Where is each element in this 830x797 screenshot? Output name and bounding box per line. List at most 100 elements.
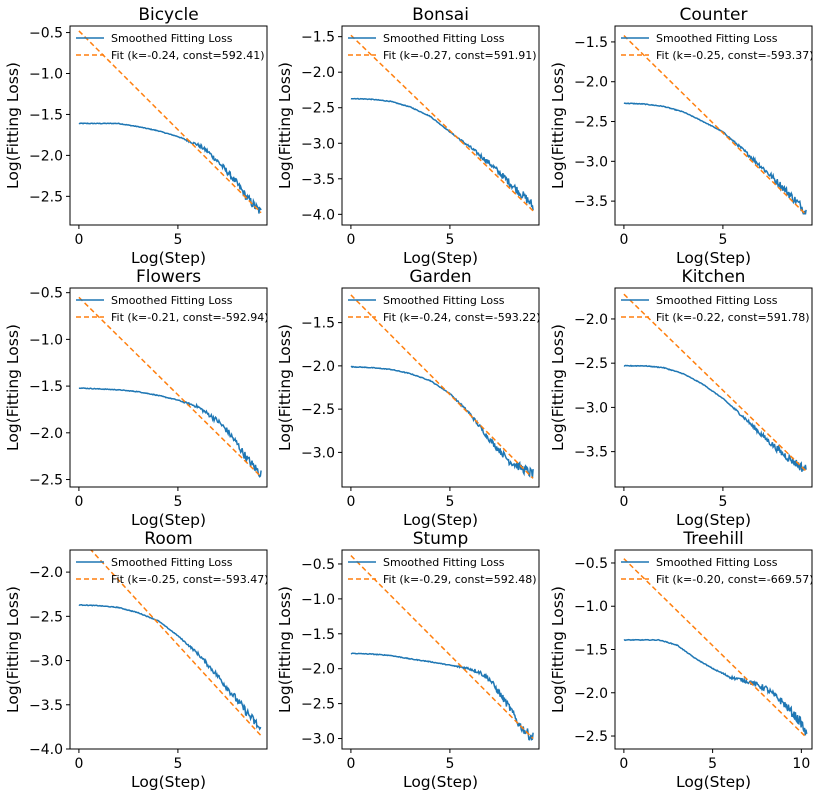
- y-tick-label: −3.0: [574, 400, 608, 416]
- x-axis-label: Log(Step): [131, 249, 206, 267]
- y-tick-label: −1.5: [301, 627, 335, 643]
- y-tick-label: −1.5: [29, 379, 63, 395]
- y-tick-label: −1.5: [574, 643, 608, 659]
- legend-label-fit: Fit (k=-0.20, const=-669.57): [656, 573, 814, 586]
- x-tick-label: 5: [173, 756, 182, 772]
- y-tick-label: −2.5: [301, 101, 335, 117]
- y-tick-label: −3.5: [29, 698, 63, 714]
- y-axis-label: Log(Fitting Loss): [4, 324, 22, 451]
- y-tick-label: −3.5: [301, 172, 335, 188]
- plot-title: Flowers: [136, 267, 201, 287]
- legend-label-smoothed: Smoothed Fitting Loss: [111, 556, 233, 569]
- subplot-treehill: Treehill 0 5 10 −0.5 −1.0 −1.5 −2.0 −2.5 Log(Step…: [549, 529, 814, 791]
- x-axis-label: Log(Step): [676, 511, 751, 529]
- plot-title: Stump: [413, 529, 469, 549]
- y-tick-label: −2.5: [574, 729, 608, 745]
- x-axis-label: Log(Step): [676, 773, 751, 791]
- axes-frame: [69, 25, 268, 226]
- y-tick-label: −2.0: [29, 565, 63, 581]
- axes-frame: [341, 287, 540, 488]
- series-smoothed-line: [78, 603, 262, 731]
- plot-title: Treehill: [682, 529, 743, 549]
- series-smoothed-line: [623, 102, 807, 215]
- x-tick-label: 5: [445, 756, 454, 772]
- x-tick-label: 5: [173, 494, 182, 510]
- legend-label-smoothed: Smoothed Fitting Loss: [656, 32, 778, 45]
- x-tick-label: 5: [708, 756, 717, 772]
- series-fit-line: [350, 294, 534, 479]
- series-smoothed-line: [350, 652, 534, 741]
- legend-label-fit: Fit (k=-0.29, const=592.48): [383, 573, 537, 586]
- x-tick-label: 5: [445, 494, 454, 510]
- plot-title: Kitchen: [682, 267, 746, 287]
- y-tick-label: −2.5: [301, 402, 335, 418]
- subplot-flowers: Flowers 0 5 −0.5 −1.0 −1.5 −2.0 −2.5 Log(Step) Lo…: [4, 267, 269, 529]
- legend-label-smoothed: Smoothed Fitting Loss: [111, 294, 233, 307]
- x-tick-label: 0: [346, 756, 355, 772]
- x-axis-label: Log(Step): [131, 511, 206, 529]
- y-tick-label: −2.0: [301, 662, 335, 678]
- y-tick-label: −1.5: [29, 107, 63, 123]
- axes-frame: [69, 549, 268, 750]
- x-axis-label: Log(Step): [403, 773, 478, 791]
- series-fit-line: [623, 35, 807, 216]
- legend-label-smoothed: Smoothed Fitting Loss: [111, 32, 233, 45]
- y-tick-label: −1.0: [29, 332, 63, 348]
- x-axis-label: Log(Step): [131, 773, 206, 791]
- y-tick-label: −1.0: [29, 66, 63, 82]
- subplot-garden: Garden 0 5 −1.5 −2.0 −2.5 −3.0 Log(Step) Log(Fit…: [276, 267, 541, 529]
- x-tick-label: 10: [792, 756, 810, 772]
- y-tick-label: −2.5: [29, 609, 63, 625]
- y-tick-label: −1.5: [574, 35, 608, 51]
- legend-label-fit: Fit (k=-0.24, const=-593.22): [383, 311, 541, 324]
- y-tick-label: −3.5: [574, 194, 608, 210]
- x-axis-label: Log(Step): [676, 249, 751, 267]
- x-tick-label: 0: [619, 232, 628, 248]
- y-axis-label: Log(Fitting Loss): [549, 62, 567, 189]
- y-tick-label: −2.0: [301, 359, 335, 375]
- y-tick-label: −4.0: [29, 742, 63, 758]
- y-tick-label: −2.5: [29, 189, 63, 205]
- x-tick-label: 5: [445, 232, 454, 248]
- y-tick-label: −2.0: [29, 426, 63, 442]
- subplot-room: Room 0 5 −2.0 −2.5 −3.0 −3.5 −4.0 Log(Step) Log(F…: [4, 529, 269, 791]
- plot-title: Bicycle: [138, 5, 198, 25]
- y-tick-label: −2.5: [29, 473, 63, 489]
- y-tick-label: −0.5: [301, 557, 335, 573]
- legend-label-smoothed: Smoothed Fitting Loss: [656, 294, 778, 307]
- x-axis-label: Log(Step): [403, 511, 478, 529]
- legend-label-fit: Fit (k=-0.24, const=592.41): [111, 49, 265, 62]
- legend-label-fit: Fit (k=-0.21, const=-592.94): [111, 311, 269, 324]
- axes-frame: [614, 25, 813, 226]
- subplot-kitchen: Kitchen 0 5 −2.0 −2.5 −3.0 −3.5 Log(Step) Log(Fi…: [549, 267, 813, 529]
- series-fit-line: [350, 34, 534, 212]
- y-tick-label: −2.0: [574, 312, 608, 328]
- x-tick-label: 0: [74, 232, 83, 248]
- axes-frame: [69, 287, 268, 488]
- y-tick-label: −3.0: [29, 654, 63, 670]
- y-tick-label: −1.5: [301, 30, 335, 46]
- y-tick-label: −4.0: [301, 207, 335, 223]
- series-smoothed-line: [78, 122, 262, 214]
- y-tick-label: −1.0: [301, 592, 335, 608]
- y-tick-label: −0.5: [574, 556, 608, 572]
- y-tick-label: −2.5: [574, 115, 608, 131]
- legend-label-fit: Fit (k=-0.25, const=-593.37): [656, 49, 814, 62]
- y-axis-label: Log(Fitting Loss): [276, 62, 294, 189]
- y-tick-label: −1.5: [301, 316, 335, 332]
- y-axis-label: Log(Fitting Loss): [4, 586, 22, 713]
- x-axis-label: Log(Step): [403, 249, 478, 267]
- series-smoothed-line: [350, 97, 534, 211]
- y-tick-label: −3.0: [301, 732, 335, 748]
- y-axis-label: Log(Fitting Loss): [276, 586, 294, 713]
- legend-label-fit: Fit (k=-0.25, const=-593.47): [111, 573, 269, 586]
- legend-label-fit: Fit (k=-0.22, const=591.78): [656, 311, 810, 324]
- x-tick-label: 0: [346, 494, 355, 510]
- y-tick-label: −0.5: [29, 26, 63, 42]
- series-smoothed-line: [78, 387, 262, 478]
- series-fit-line: [623, 293, 807, 472]
- y-axis-label: Log(Fitting Loss): [276, 324, 294, 451]
- y-tick-label: −2.0: [574, 686, 608, 702]
- y-tick-label: −0.5: [29, 286, 63, 302]
